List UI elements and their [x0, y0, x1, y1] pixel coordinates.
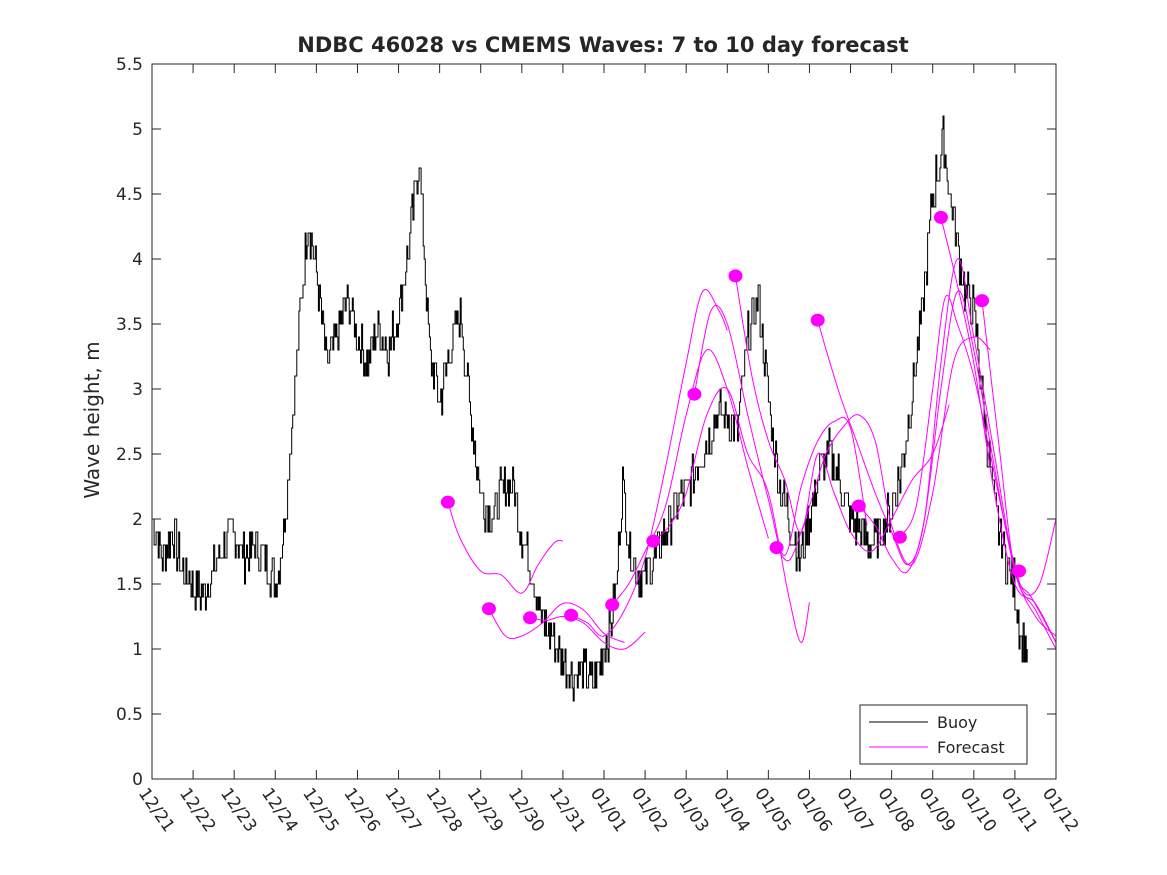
forecast-line-13 — [940, 217, 1056, 643]
forecast-line-10 — [817, 258, 1056, 643]
forecast-marker — [769, 541, 784, 555]
y-tick-label: 2 — [132, 510, 143, 530]
chart-title: NDBC 46028 vs CMEMS Waves: 7 to 10 day f… — [297, 33, 908, 57]
forecast-marker — [687, 387, 702, 401]
forecast-marker — [810, 313, 825, 327]
y-tick-label: 0 — [132, 770, 143, 790]
forecast-line-4 — [570, 289, 728, 637]
y-tick-label: 5 — [132, 120, 143, 140]
forecast-marker — [892, 530, 907, 544]
plot-area — [152, 115, 1056, 702]
y-tick-label: 2.5 — [116, 445, 143, 465]
y-tick-label: 5.5 — [116, 55, 143, 75]
series-group — [152, 115, 1056, 702]
y-tick-label: 4.5 — [116, 185, 143, 205]
forecast-line-7 — [693, 304, 868, 556]
forecast-marker — [481, 602, 496, 616]
forecast-marker — [605, 598, 620, 612]
forecast-marker — [564, 608, 579, 622]
forecast-marker — [975, 294, 990, 308]
forecast-marker — [933, 210, 948, 224]
forecast-line-6 — [652, 387, 810, 644]
forecast-marker — [646, 534, 661, 548]
buoy-series-line — [152, 115, 1028, 702]
legend-forecast-label: Forecast — [937, 738, 1005, 757]
forecast-marker — [728, 269, 743, 283]
forecast-marker — [1012, 564, 1027, 578]
y-tick-label: 3.5 — [116, 315, 143, 335]
y-tick-label: 1 — [132, 640, 143, 660]
forecast-line-8 — [735, 275, 950, 553]
y-tick-label: 3 — [132, 380, 143, 400]
legend: Buoy Forecast — [859, 704, 1028, 765]
y-tick-label: 0.5 — [116, 705, 143, 725]
y-axis-label: Wave height, m — [80, 341, 104, 498]
y-tick-label: 1.5 — [116, 575, 143, 595]
forecast-line-2 — [488, 602, 625, 643]
forecast-line-1 — [447, 501, 563, 594]
forecast-marker — [851, 499, 866, 513]
forecast-marker — [440, 495, 455, 509]
forecast-line-9 — [776, 336, 991, 566]
forecast-line-12 — [899, 294, 1056, 596]
forecast-line-3 — [529, 615, 646, 650]
forecast-line-5 — [611, 349, 769, 606]
y-tick-label: 4 — [132, 250, 143, 270]
legend-box — [859, 704, 1028, 765]
forecast-line-14 — [981, 300, 1056, 650]
legend-buoy-label: Buoy — [937, 713, 977, 732]
forecast-marker — [523, 611, 538, 625]
